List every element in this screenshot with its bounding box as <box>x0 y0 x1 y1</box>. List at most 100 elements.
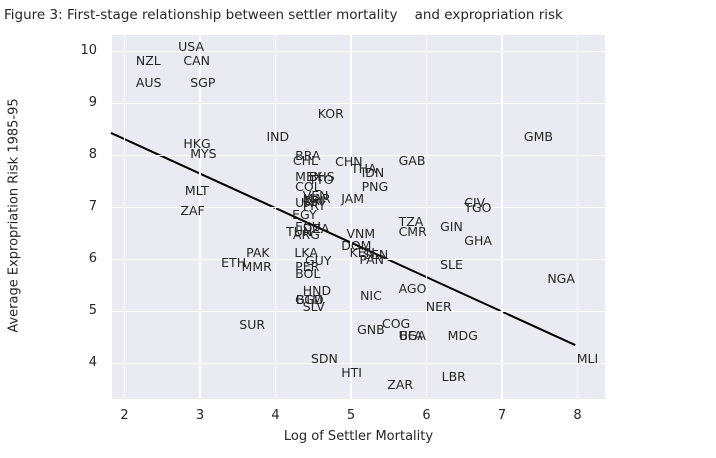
country-label-pan: PAN <box>359 251 384 267</box>
country-label-arg: ARG <box>292 226 320 242</box>
x-gridline <box>501 35 503 399</box>
country-label-idn: IDN <box>361 164 385 180</box>
country-label-can: CAN <box>183 53 211 69</box>
country-label-lbr: LBR <box>441 368 466 384</box>
x-tick-label: 6 <box>422 408 431 423</box>
y-tick-label: 4 <box>88 355 97 371</box>
country-label-mar: MAR <box>302 190 331 206</box>
country-label-lka: LKA <box>294 244 318 260</box>
country-label-mdg: MDG <box>447 327 478 343</box>
country-label-cri: CRI <box>302 192 324 208</box>
y-gridline <box>112 206 605 208</box>
country-label-mlt: MLT <box>184 183 209 199</box>
y-gridline <box>112 362 605 364</box>
y-tick-label: 6 <box>88 251 97 267</box>
country-label-mli: MLI <box>576 351 599 367</box>
x-tick-label: 4 <box>271 408 280 423</box>
country-label-gmb: GMB <box>523 129 553 145</box>
x-gridline <box>350 35 352 399</box>
country-label-ven: VEN <box>302 187 329 203</box>
country-label-tha: THA <box>351 161 377 177</box>
country-label-hkg: HKG <box>183 135 211 151</box>
country-label-gtm: GTM <box>295 291 323 307</box>
x-gridline <box>274 35 277 399</box>
x-tick-label: 2 <box>120 408 129 423</box>
y-tick-label: 8 <box>88 147 97 163</box>
country-label-gnb: GNB <box>357 322 385 338</box>
x-tick-label: 5 <box>346 408 356 423</box>
country-label-tgo: TGO <box>464 199 492 215</box>
country-label-gha: GHA <box>464 233 492 249</box>
country-label-ner: NER <box>425 299 452 315</box>
country-label-tto: TTO <box>308 171 334 187</box>
x-tick-label: 3 <box>195 408 205 423</box>
country-label-eth: ETH <box>221 254 247 270</box>
y-tick-label: 5 <box>88 303 97 319</box>
x-gridline <box>123 35 126 399</box>
country-label-jam: JAM <box>341 190 365 206</box>
country-label-kor: KOR <box>317 106 344 122</box>
y-tick-label: 10 <box>80 43 97 59</box>
country-label-mys: MYS <box>190 145 217 161</box>
country-label-zaf: ZAF <box>180 202 205 218</box>
country-label-nic: NIC <box>360 287 382 303</box>
country-label-bra: BRA <box>295 147 321 163</box>
y-gridline <box>112 258 605 260</box>
y-gridline <box>112 50 605 52</box>
country-label-pak: PAK <box>246 244 270 260</box>
country-label-nga: NGA <box>547 270 575 286</box>
y-axis-label: Average Expropriation Risk 1985-95 <box>6 98 22 333</box>
x-tick-label: 8 <box>573 408 582 423</box>
country-label-slv: SLV <box>302 299 325 315</box>
country-label-zar: ZAR <box>387 377 414 393</box>
x-gridline <box>425 35 428 399</box>
y-gridline <box>112 154 605 156</box>
country-label-sle: SLE <box>440 256 463 272</box>
y-gridline <box>112 102 605 104</box>
country-label-sur: SUR <box>239 316 266 332</box>
country-label-chn: CHN <box>335 154 363 170</box>
country-label-png: PNG <box>361 178 389 194</box>
country-label-bgd: BGD <box>295 291 324 307</box>
country-label-sen: SEN <box>363 247 389 263</box>
country-label-ind: IND <box>266 129 290 145</box>
country-label-nzl: NZL <box>135 53 161 69</box>
country-label-ago: AGO <box>398 280 427 296</box>
country-label-bhs: BHS <box>308 169 335 185</box>
x-gridline <box>199 35 201 399</box>
country-label-dom: DOM <box>341 237 372 253</box>
country-label-sdn: SDN <box>311 351 338 367</box>
figure-title: Figure 3: First-stage relationship betwe… <box>4 7 563 23</box>
country-label-per: PER <box>295 259 320 275</box>
country-label-dza: DZA <box>302 221 330 237</box>
country-label-bol: BOL <box>295 265 321 281</box>
y-tick-label: 9 <box>88 95 97 111</box>
country-label-sgp: SGP <box>190 74 216 90</box>
country-label-col: COL <box>295 178 321 194</box>
country-label-bfa: BFA <box>399 327 423 343</box>
country-label-mex: MEX <box>295 169 323 185</box>
x-axis-label: Log of Settler Mortality <box>283 429 434 444</box>
y-tick-label: 7 <box>88 199 97 215</box>
country-label-cog: COG <box>381 316 411 332</box>
country-label-mmr: MMR <box>241 258 272 274</box>
y-gridline <box>112 310 605 312</box>
country-label-hti: HTI <box>341 365 362 381</box>
country-label-guy: GUY <box>304 252 332 268</box>
country-label-gab: GAB <box>398 152 426 168</box>
country-label-tun: TUN <box>286 223 313 239</box>
country-label-civ: CIV <box>464 195 486 211</box>
country-label-ury: URY <box>295 195 320 211</box>
country-label-vnm: VNM <box>346 225 376 241</box>
country-label-ken: KEN <box>349 244 375 260</box>
country-label-hnd: HND <box>302 282 332 298</box>
country-label-egy: EGY <box>292 207 317 223</box>
country-label-pry: PRY <box>302 197 326 213</box>
country-label-uga: UGA <box>398 327 426 343</box>
x-gridline <box>576 35 579 399</box>
country-label-cmr: CMR <box>398 223 427 239</box>
x-tick-label: 7 <box>497 408 507 423</box>
country-label-tza: TZA <box>398 213 424 229</box>
country-label-chl: CHL <box>292 152 318 168</box>
